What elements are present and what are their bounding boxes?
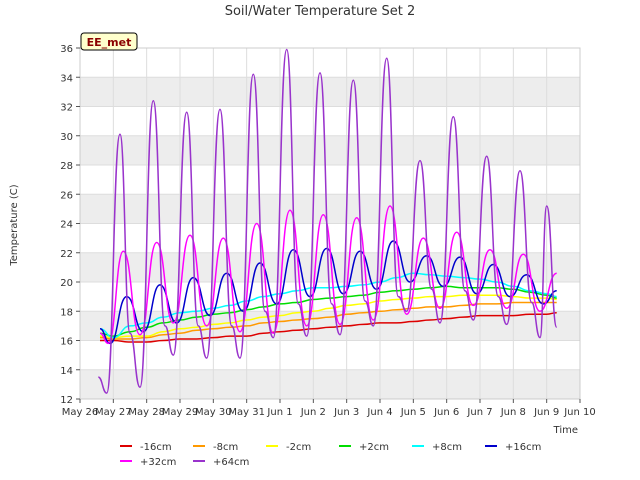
x-tick-label: Jun 10 <box>563 407 596 418</box>
series-line-minus2cm <box>99 294 557 339</box>
legend: -16cm -8cm -2cm +2cm +8cm +16cm +32cm +64cm <box>120 442 541 468</box>
x-tick-label: May 30 <box>195 407 232 418</box>
x-tick-label: Jun 4 <box>366 407 392 418</box>
x-tick-label: Jun 3 <box>333 407 359 418</box>
y-tick-label: 20 <box>60 278 73 289</box>
series-lines <box>97 48 558 394</box>
site-label: EE_met <box>87 36 132 49</box>
background-band <box>80 369 580 399</box>
x-tick-label: Jun 9 <box>533 407 559 418</box>
y-axis-label: Temperature (C) <box>9 184 20 266</box>
y-tick-label: 12 <box>60 395 73 406</box>
x-tick-label: May 27 <box>95 407 132 418</box>
x-tick-label: Jun 5 <box>400 407 426 418</box>
legend-label-plus16cm: +16cm <box>505 442 541 453</box>
legend-label-minus16cm: -16cm <box>140 442 172 453</box>
legend-label-plus64cm: +64cm <box>213 457 249 468</box>
x-tick-label: May 26 <box>62 407 99 418</box>
y-tick-label: 30 <box>60 132 73 143</box>
y-tick-label: 14 <box>60 366 73 377</box>
legend-label-plus2cm: +2cm <box>359 442 389 453</box>
y-tick-label: 22 <box>60 249 73 260</box>
legend-label-minus2cm: -2cm <box>286 442 311 453</box>
x-tick-label: Jun 6 <box>433 407 459 418</box>
series-line-minus8cm <box>99 301 557 340</box>
legend-label-plus8cm: +8cm <box>432 442 462 453</box>
series-line-plus16cm <box>99 240 557 345</box>
site-label-box: EE_met <box>80 32 138 51</box>
legend-label-plus32cm: +32cm <box>140 457 176 468</box>
y-tick-label: 34 <box>60 73 73 84</box>
y-tick-label: 16 <box>60 337 73 348</box>
y-tick-label: 28 <box>60 161 73 172</box>
x-tick-label: Jun 7 <box>466 407 492 418</box>
x-tick-label: Jun 1 <box>266 407 292 418</box>
x-axis-label: Time <box>553 425 578 436</box>
series-line-plus32cm <box>99 205 558 345</box>
background-band <box>80 77 580 107</box>
legend-label-minus8cm: -8cm <box>213 442 238 453</box>
x-tick-label: May 28 <box>128 407 165 418</box>
x-tick-label: May 29 <box>162 407 199 418</box>
y-tick-label: 18 <box>60 307 73 318</box>
x-tick-label: Jun 8 <box>500 407 526 418</box>
y-tick-label: 26 <box>60 190 73 201</box>
y-axis-ticks: 12 14 16 18 20 22 24 26 28 30 32 34 36 <box>60 44 80 406</box>
background-band <box>80 194 580 224</box>
y-tick-label: 36 <box>60 44 73 55</box>
series-line-minus16cm <box>99 311 557 343</box>
chart-title: Soil/Water Temperature Set 2 <box>225 4 416 19</box>
x-tick-label: Jun 2 <box>300 407 326 418</box>
y-tick-label: 32 <box>60 103 73 114</box>
x-tick-label: May 31 <box>228 407 265 418</box>
y-tick-label: 24 <box>60 220 73 231</box>
background-band <box>80 135 580 165</box>
series-line-plus64cm <box>97 48 558 394</box>
